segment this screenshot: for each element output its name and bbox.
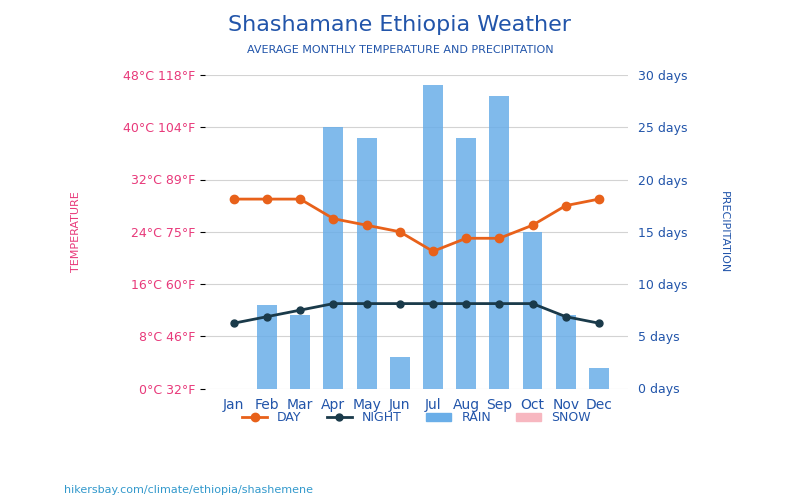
Bar [290, 316, 310, 388]
Bar [357, 138, 377, 388]
Y-axis label: TEMPERATURE: TEMPERATURE [71, 192, 81, 272]
Bar [456, 138, 476, 388]
Text: hikersbay.com/climate/ethiopia/shashemene: hikersbay.com/climate/ethiopia/shashemen… [64, 485, 313, 495]
Legend: DAY, NIGHT, RAIN, SNOW: DAY, NIGHT, RAIN, SNOW [237, 406, 596, 430]
Bar [323, 127, 343, 388]
Bar [490, 96, 510, 388]
Text: Shashamane Ethiopia Weather: Shashamane Ethiopia Weather [229, 15, 571, 35]
Bar [522, 232, 542, 388]
Bar [556, 316, 576, 388]
Bar [589, 368, 609, 388]
Y-axis label: PRECIPITATION: PRECIPITATION [719, 190, 729, 273]
Bar [257, 305, 277, 388]
Bar [423, 86, 443, 388]
Text: AVERAGE MONTHLY TEMPERATURE AND PRECIPITATION: AVERAGE MONTHLY TEMPERATURE AND PRECIPIT… [246, 45, 554, 55]
Bar [390, 357, 410, 388]
